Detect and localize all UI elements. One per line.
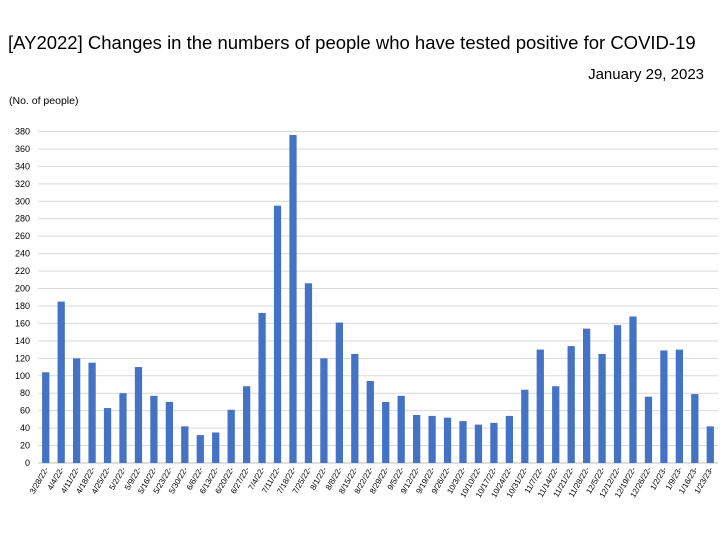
report-date: January 29, 2023 [588, 66, 704, 83]
bar [613, 325, 622, 463]
bar [366, 380, 374, 463]
y-tick-label: 140 [15, 336, 30, 346]
y-tick-label: 80 [20, 388, 30, 398]
bar [552, 386, 560, 463]
bar [134, 367, 143, 463]
bar [243, 386, 251, 463]
y-tick-label: 60 [20, 406, 30, 416]
y-tick-label: 340 [15, 161, 30, 171]
y-tick-label: 300 [15, 196, 30, 206]
y-axis-label: (No. of people) [9, 95, 79, 107]
bar [335, 322, 343, 463]
bar [382, 401, 390, 463]
bar [289, 134, 297, 463]
bar [505, 415, 513, 463]
bar [629, 316, 637, 463]
bar [413, 415, 421, 463]
y-tick-label: 160 [15, 318, 30, 328]
y-tick-label: 240 [15, 249, 30, 259]
bar [181, 426, 189, 463]
bar [88, 362, 96, 463]
bar [474, 424, 483, 463]
bar [598, 353, 606, 463]
y-tick-label: 360 [15, 144, 30, 154]
y-tick-label: 20 [20, 441, 30, 451]
bar [675, 349, 683, 463]
y-tick-label: 120 [15, 353, 30, 363]
bar [227, 409, 235, 463]
x-tick-label: 3/28/22- [28, 465, 51, 495]
bar [397, 395, 405, 463]
y-tick-label: 0 [25, 458, 30, 468]
bar [165, 401, 173, 463]
bar [521, 389, 529, 463]
page-title: [AY2022] Changes in the numbers of peopl… [8, 32, 696, 53]
y-tick-label: 260 [15, 231, 30, 241]
bar [490, 422, 498, 463]
bar [273, 205, 282, 464]
bar [660, 350, 668, 463]
bar [320, 358, 328, 463]
bar [304, 283, 313, 463]
bar [428, 415, 436, 463]
y-tick-label: 200 [15, 284, 30, 294]
y-tick-label: 100 [15, 371, 30, 381]
y-tick-label: 380 [15, 127, 30, 137]
bar [691, 394, 699, 463]
bar [459, 421, 467, 463]
y-tick-label: 40 [20, 423, 30, 433]
bar [567, 346, 575, 463]
bar [57, 301, 65, 463]
y-tick-label: 180 [15, 301, 30, 311]
bar [536, 349, 544, 463]
bar [443, 417, 452, 463]
bar [212, 432, 220, 463]
bar [706, 426, 714, 463]
y-tick-label: 320 [15, 179, 30, 189]
bar [351, 353, 359, 463]
bar [644, 396, 653, 463]
y-tick-label: 220 [15, 266, 30, 276]
bar [583, 328, 591, 463]
bar [42, 372, 50, 463]
bar [196, 435, 204, 463]
bar [258, 312, 266, 463]
bar [73, 358, 81, 463]
bar [103, 408, 112, 463]
bar [119, 393, 127, 463]
bar [150, 395, 158, 463]
y-tick-label: 280 [15, 214, 30, 224]
